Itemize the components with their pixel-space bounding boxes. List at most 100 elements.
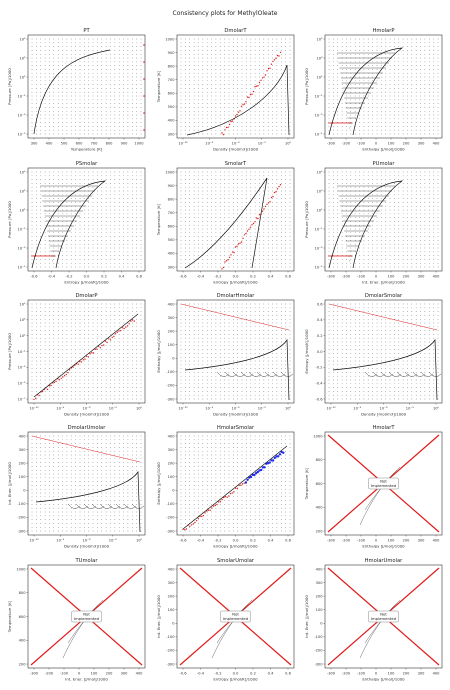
chart-panel-pt: PT 300 400 500 600 700 800 900 1000 10⁵ 10³ 10¹ 10⁻¹… [7,28,146,152]
failed-point [33,398,35,401]
y-tick-label: 10¹ [19,75,26,79]
failed-point [234,246,237,248]
y-tick-label: 1000 [313,434,323,438]
x-tick-label: -0.2 [214,539,221,543]
failed-point [260,79,262,82]
y-tick-label: 10⁵ [316,170,323,174]
chart-panel-tumolar: TUmolar -300 -200 -100 0 100 200 300 400 1000 800 6… [7,558,146,682]
failed-point [254,221,256,223]
failed-point [143,129,145,131]
failed-point [46,388,49,390]
x-tick-label: 10⁻⁹ [56,407,64,411]
failed-point [126,325,129,327]
failed-point [279,51,282,54]
isotherm-curve [412,371,426,377]
failed-point [267,67,270,70]
failed-point [242,104,244,106]
failed-point [58,379,61,381]
x-tick-label: 10⁻⁹ [205,142,213,146]
failed-point [270,63,273,65]
failed-point [340,255,342,257]
y-tick-label: 10⁻¹ [18,350,26,354]
failed-point [328,255,330,257]
failed-point [185,528,188,530]
failed-point [72,366,74,368]
isotherm-curve [404,371,418,377]
x-tick-label: 400 [433,672,441,676]
failed-point [336,255,338,257]
x-tick-label: -0.2 [214,275,221,279]
y-tick-label: 10⁵ [19,170,26,174]
saturation-curve [35,470,141,533]
failed-point [35,255,37,257]
highlight-point [263,466,266,469]
failed-point [251,93,253,95]
isotherm-curve [264,371,278,377]
failed-point [60,377,62,379]
isotherm-curve [131,503,145,509]
failed-point [263,76,265,78]
x-tick-label: 10⁻¹² [178,407,188,411]
x-tick-label: 0.0 [233,275,239,279]
x-tick-label: 300 [418,539,426,543]
failed-point [96,348,98,350]
not-implemented-label: Not [380,479,387,484]
failed-point [225,126,228,129]
x-tick-label: 0 [78,672,81,676]
y-tick-label: 100 [19,475,27,479]
y-tick-label: 10⁻⁵ [18,381,26,385]
x-tick-label: 0.6 [285,275,291,279]
x-tick-label: 300 [121,672,129,676]
failed-point [212,505,215,507]
x-tick-label: 0.4 [268,275,274,279]
y-tick-label: 0 [172,489,175,493]
y-tick-label: 800 [168,197,176,201]
x-tick-label: 10⁻⁶ [232,142,240,146]
not-implemented-label: Not [232,612,239,617]
y-tick-label: 700 [168,211,176,215]
y-axis-label: Pressure [Pa]/1000 [304,201,309,238]
x-tick-label: 10⁰ [433,407,440,411]
x-tick-label: -0.4 [48,275,56,279]
y-tick-label: 400 [168,302,176,306]
x-tick-label: 0 [375,672,378,676]
failed-point [257,217,259,220]
y-tick-label: 800 [19,591,27,595]
failed-point [63,375,66,377]
failed-point [39,255,41,257]
failed-point [89,353,91,355]
failed-point [344,255,346,257]
x-tick-label: 10⁰ [136,407,143,411]
x-tick-label: 0.6 [285,672,291,676]
failed-point [202,514,205,517]
panel-frame [324,34,443,139]
failed-point [257,85,259,87]
x-tick-label: -100 [60,672,69,676]
failed-point [251,224,253,226]
chart-panel-dmolarsmolar: DmolarSmolar 10⁻¹² 10⁻⁹ 10⁻⁶ 10⁻³ 10⁰ 0.6 0.4 0.… [304,293,443,417]
y-tick-label: -300 [314,662,323,666]
failed-point [38,394,40,397]
isotherm-curve [75,503,89,509]
x-tick-label: 10⁻⁹ [353,407,361,411]
failed-point [120,330,122,332]
isotherm-curve [232,371,246,377]
failed-point [328,122,330,124]
y-tick-label: 400 [19,434,27,438]
not-implemented-label: Implemented [371,483,397,488]
failed-point [130,320,132,322]
failed-points [31,255,55,257]
data-points [328,38,439,135]
failed-point [330,122,332,124]
failed-point [254,86,256,88]
highlight-point [278,453,282,456]
failed-point [264,205,267,208]
chart-panel-psmolar: PSmolar -0.6 -0.4 -0.2 0.0 0.2 0.4 0.6 10⁵ 10³ 10¹… [7,161,146,285]
data-points [180,303,291,400]
failed-point [225,260,228,262]
y-tick-label: 1000 [165,170,175,174]
highlight-point [254,472,258,475]
x-axis-label: Density [mol/m3]/1000 [213,412,259,417]
y-tick-label: 300 [168,316,176,320]
isotherm-curve [107,503,121,509]
